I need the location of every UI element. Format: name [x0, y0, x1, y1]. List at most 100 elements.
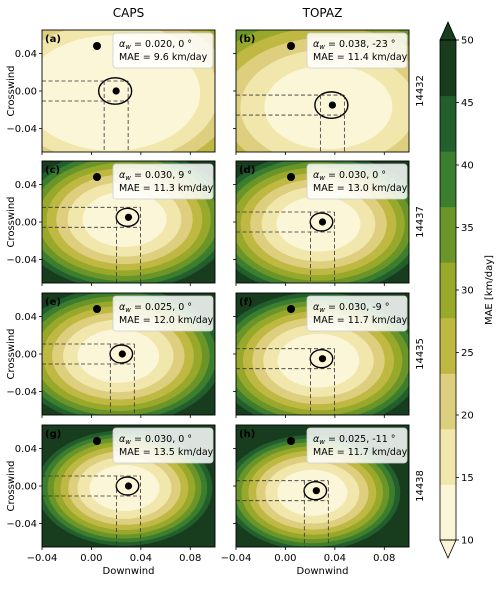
min-point: [112, 87, 120, 95]
buoy-label: 14435: [415, 338, 426, 370]
y-tick-label: 0.04: [15, 49, 37, 60]
colorbar-extend-max: [439, 21, 457, 41]
colorbar-tick-label: 45: [461, 98, 474, 109]
y-tick-label: −0.04: [6, 519, 37, 530]
min-contour-line: [314, 91, 349, 119]
colorbar: 10 15 20 25 30 35 40 45 50 MAE [km/day]: [439, 21, 495, 559]
min-point: [328, 101, 336, 109]
x-tick-label: 0.04: [324, 553, 346, 564]
buoy-label: 14432: [415, 75, 426, 107]
panel-b: (b) αw = 0.038, -23 °MAE = 11.4 km/day: [235, 29, 410, 153]
panel-label: (h): [239, 429, 255, 440]
colorbar-extend-min: [439, 539, 457, 559]
legend-mae-text: MAE = 9.6 km/day: [119, 52, 208, 63]
legend-box: αw = 0.020, 0 °MAE = 9.6 km/day: [93, 32, 214, 69]
panel-e: (e) αw = 0.025, 0 °MAE = 12.0 km/day: [41, 292, 216, 416]
x-tick-label: 0.08: [373, 553, 395, 564]
buoy-label: 14438: [415, 470, 426, 502]
legend-alpha-text: αw = 0.025, 0 °: [119, 302, 192, 314]
legend-marker: [93, 437, 101, 445]
legend-mae-text: MAE = 12.0 km/day: [119, 315, 214, 326]
legend-marker: [93, 173, 101, 181]
y-tick-label: 0.04: [15, 312, 37, 323]
x-tick-label: 0.04: [130, 553, 152, 564]
colorbar-tick-label: 10: [461, 536, 474, 547]
panel-f: (f) αw = 0.030, -9 °MAE = 11.7 km/day: [235, 292, 410, 416]
y-tick-label: 0.04: [15, 444, 37, 455]
legend-background: [306, 163, 408, 200]
colorbar-tick-label: 15: [461, 473, 474, 484]
legend-background: [306, 427, 408, 464]
legend-mae-text: MAE = 13.0 km/day: [313, 183, 408, 194]
legend-alpha-text: αw = 0.020, 0 °: [119, 39, 192, 51]
min-point: [312, 487, 320, 495]
axes-layer: 0.04 0.00 −0.04 Crosswind 14432 0.04 0.00 −0.04…: [6, 6, 426, 577]
colorbar-segment: [440, 373, 456, 430]
colorbar-tick-label: 35: [461, 223, 474, 234]
panel-c: (c) αw = 0.030, 9 °MAE = 11.3 km/day: [41, 160, 216, 284]
legend-background: [112, 295, 214, 332]
legend-marker: [93, 42, 101, 50]
colorbar-segment: [440, 317, 456, 374]
legend-box: αw = 0.030, 9 °MAE = 11.3 km/day: [93, 163, 214, 200]
legend-alpha-text: αw = 0.025, -11 °: [313, 434, 396, 446]
legend-mae-text: MAE = 11.7 km/day: [313, 315, 408, 326]
legend-mae-text: MAE = 11.7 km/day: [313, 447, 408, 458]
min-point: [118, 350, 126, 358]
legend-marker: [287, 305, 295, 313]
min-point: [318, 218, 327, 226]
legend-mae-text: MAE = 13.5 km/day: [119, 447, 214, 458]
column-title: TOPAZ: [302, 6, 343, 20]
y-axis-label: Crosswind: [6, 196, 17, 247]
x-tick-label: 0.08: [179, 553, 201, 564]
x-axis-label: Downwind: [103, 566, 155, 577]
colorbar-label: MAE [km/day]: [484, 255, 495, 325]
colorbar-segment: [440, 95, 456, 152]
legend-box: αw = 0.030, 0 °MAE = 13.0 km/day: [287, 163, 408, 200]
colorbar-segment: [440, 484, 456, 541]
min-point: [124, 213, 133, 221]
x-tick-label: −0.04: [27, 553, 58, 564]
y-tick-label: 0.00: [15, 482, 37, 493]
colorbar-segment: [440, 262, 456, 319]
panel-label: (d): [239, 165, 255, 176]
legend-background: [306, 32, 408, 69]
legend-background: [306, 295, 408, 332]
legend-background: [112, 163, 214, 200]
colorbar-tick-label: 40: [461, 161, 474, 172]
legend-alpha-text: αw = 0.030, 0 °: [313, 170, 386, 182]
colorbar-segment: [440, 151, 456, 208]
colorbar-tick-label: 25: [461, 348, 474, 359]
panel-label: (a): [45, 34, 61, 45]
legend-marker: [287, 173, 295, 181]
legend-mae-text: MAE = 11.3 km/day: [119, 183, 214, 194]
legend-marker: [93, 305, 101, 313]
legend-background: [112, 427, 214, 464]
colorbar-segment: [440, 206, 456, 263]
colorbar-segment: [440, 40, 456, 97]
panel-g: (g) αw = 0.030, 0 °MAE = 13.5 km/day: [41, 424, 216, 548]
panel-label: (c): [45, 165, 60, 176]
legend-box: αw = 0.025, -11 °MAE = 11.7 km/day: [287, 427, 408, 464]
contour-fills: [236, 30, 409, 152]
y-tick-label: −0.04: [6, 124, 37, 135]
colorbar-tick-label: 20: [461, 411, 474, 422]
min-point: [318, 355, 327, 363]
y-tick-label: 0.00: [15, 87, 37, 98]
legend-box: αw = 0.030, 0 °MAE = 13.5 km/day: [93, 427, 214, 464]
x-tick-label: 0.00: [274, 553, 296, 564]
x-tick-label: −0.04: [221, 553, 252, 564]
colorbar-segment: [440, 428, 456, 485]
y-tick-label: 0.04: [15, 180, 37, 191]
colorbar-tick-label: 30: [461, 286, 474, 297]
legend-marker: [287, 437, 295, 445]
y-tick-label: 0.00: [15, 218, 37, 229]
panel-label: (e): [45, 297, 61, 308]
min-contour-line: [97, 77, 133, 105]
x-axis-label: Downwind: [297, 566, 349, 577]
legend-alpha-text: αw = 0.030, -9 °: [313, 302, 389, 314]
panel-d: (d) αw = 0.030, 0 °MAE = 13.0 km/day: [235, 160, 410, 284]
legend-box: αw = 0.025, 0 °MAE = 12.0 km/day: [93, 295, 214, 332]
panel-a: (a) αw = 0.020, 0 °MAE = 9.6 km/day: [41, 29, 216, 153]
